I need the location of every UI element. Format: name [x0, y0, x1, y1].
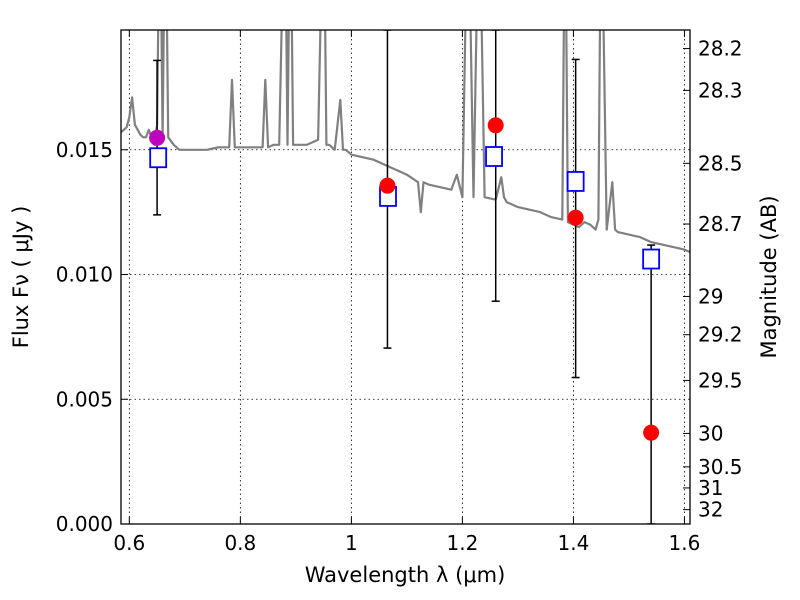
- right-axis-label: Magnitude (AB): [757, 195, 781, 358]
- x-tick-label: 0.6: [113, 531, 145, 555]
- model-spectrum: [121, 30, 690, 254]
- observed-point: [643, 424, 660, 441]
- model-band-square: [642, 248, 661, 270]
- right-tick-label: 30: [698, 421, 723, 445]
- plot-frame: [120, 29, 691, 525]
- y-tick-label: 0.010: [56, 263, 113, 287]
- observed-point: [567, 209, 584, 226]
- spectrum-line: [121, 30, 690, 254]
- observed-fluxes: [149, 117, 660, 441]
- right-tick-label: 29.5: [698, 368, 743, 392]
- right-tick-label: 31: [698, 476, 723, 500]
- right-tick-label: 28.3: [698, 78, 743, 102]
- model-band-square: [485, 146, 503, 167]
- right-tick-label: 28.5: [698, 151, 743, 175]
- observed-point-alt: [149, 129, 166, 146]
- y-tick-label: 0.005: [56, 387, 113, 411]
- right-tick-label: 30.5: [698, 455, 743, 479]
- x-axis-label: Wavelength λ (μm): [305, 563, 506, 587]
- x-tick-label: 1: [345, 531, 358, 555]
- right-tick-label: 29: [698, 284, 723, 308]
- y-tick-label: 0.015: [56, 138, 113, 162]
- error-bars: [153, 30, 656, 524]
- observed-point: [487, 117, 504, 134]
- y-axis-label: Flux Fν ( μJy ): [9, 206, 33, 349]
- right-tick-label: 28.2: [698, 37, 743, 61]
- model-band-fluxes: [149, 146, 661, 270]
- observed-point: [379, 177, 396, 194]
- model-band-square: [566, 171, 585, 192]
- right-tick-label: 28.7: [698, 212, 743, 236]
- y-tick-label: 0.000: [56, 512, 113, 536]
- x-tick-label: 1.6: [669, 531, 701, 555]
- right-tick-label: 32: [698, 498, 723, 522]
- model-band-square: [149, 147, 168, 169]
- x-axis-ticks: 0.6 0.8 1 1.2 1.4 1.6: [113, 30, 700, 555]
- right-tick-label: 29.2: [698, 323, 743, 347]
- x-tick-label: 1.4: [558, 531, 590, 555]
- x-tick-label: 1.2: [446, 531, 478, 555]
- x-tick-label: 0.8: [224, 531, 256, 555]
- y-axis-ticks: 0.000 0.005 0.010 0.015: [56, 138, 128, 536]
